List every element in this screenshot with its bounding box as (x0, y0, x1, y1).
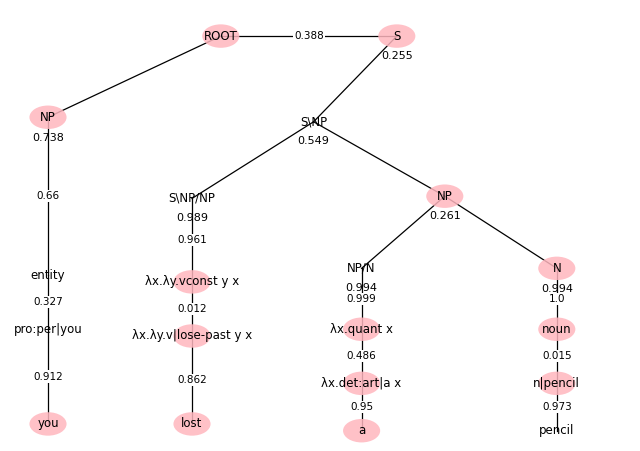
Text: 0.66: 0.66 (36, 191, 60, 201)
Text: 0.989: 0.989 (176, 213, 208, 223)
Ellipse shape (343, 318, 380, 341)
Text: S: S (393, 30, 401, 42)
Text: 0.261: 0.261 (429, 212, 461, 221)
Text: 0.012: 0.012 (177, 304, 207, 314)
Text: N: N (552, 262, 561, 275)
Ellipse shape (538, 372, 575, 395)
Text: NP: NP (437, 190, 452, 202)
Text: NP: NP (40, 111, 56, 124)
Ellipse shape (173, 412, 211, 436)
Text: λx.λy.v|lose-past y x: λx.λy.v|lose-past y x (132, 330, 252, 342)
Text: 0.255: 0.255 (381, 51, 413, 61)
Ellipse shape (29, 412, 67, 436)
Text: 0.862: 0.862 (177, 375, 207, 385)
Text: NP/N: NP/N (348, 262, 376, 275)
Text: n|pencil: n|pencil (533, 377, 580, 390)
Text: noun: noun (542, 323, 572, 336)
Text: 0.486: 0.486 (347, 351, 376, 361)
Text: λx.λy.vconst y x: λx.λy.vconst y x (145, 276, 239, 288)
Ellipse shape (538, 318, 575, 341)
Ellipse shape (29, 106, 67, 129)
Text: 0.738: 0.738 (32, 133, 64, 143)
Text: S\NP/NP: S\NP/NP (168, 192, 216, 205)
Text: 0.327: 0.327 (33, 297, 63, 307)
Text: λx.quant x: λx.quant x (330, 323, 393, 336)
Text: lost: lost (181, 418, 203, 430)
Text: λx.det:art|a x: λx.det:art|a x (321, 377, 402, 390)
Text: 0.999: 0.999 (347, 294, 376, 304)
Ellipse shape (343, 372, 380, 395)
Text: 0.549: 0.549 (298, 136, 330, 146)
Text: S\NP: S\NP (300, 115, 327, 128)
Text: 0.973: 0.973 (542, 402, 572, 412)
Text: you: you (37, 418, 59, 430)
Ellipse shape (538, 257, 575, 280)
Text: pencil: pencil (539, 424, 575, 437)
Ellipse shape (343, 419, 380, 442)
Text: 0.994: 0.994 (541, 284, 573, 294)
Text: 0.912: 0.912 (33, 372, 63, 382)
Ellipse shape (173, 270, 211, 294)
Text: a: a (358, 424, 365, 437)
Text: 0.961: 0.961 (177, 235, 207, 245)
Text: 0.994: 0.994 (346, 283, 378, 293)
Text: 0.95: 0.95 (350, 402, 373, 412)
Text: 0.015: 0.015 (542, 351, 572, 361)
Text: 0.388: 0.388 (294, 31, 324, 41)
Text: entity: entity (31, 269, 65, 281)
Text: 1.0: 1.0 (548, 294, 565, 304)
Text: pro:per|you: pro:per|you (13, 323, 83, 336)
Ellipse shape (202, 24, 239, 48)
Ellipse shape (173, 324, 211, 348)
Ellipse shape (378, 24, 415, 48)
Ellipse shape (426, 184, 463, 208)
Text: ROOT: ROOT (204, 30, 237, 42)
